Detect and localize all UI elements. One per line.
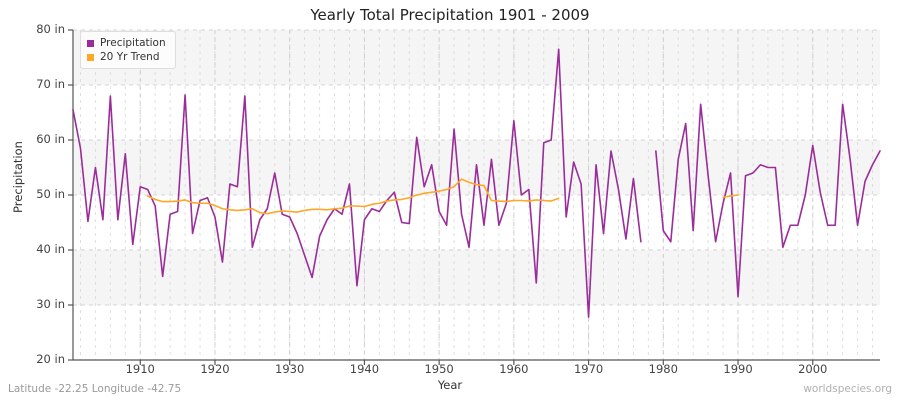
legend-swatch-precipitation — [87, 39, 94, 47]
y-tick-label: 20 in — [36, 352, 65, 366]
legend-label-precipitation: Precipitation — [100, 37, 166, 49]
y-tick-label: 60 in — [36, 132, 65, 146]
coordinates-caption: Latitude -22.25 Longitude -42.75 — [8, 383, 182, 395]
x-tick-label: 1940 — [349, 362, 380, 376]
x-tick-label: 1920 — [200, 362, 230, 376]
chart-legend: Precipitation 20 Yr Trend — [80, 31, 176, 69]
legend-item-precipitation[interactable]: Precipitation — [87, 36, 166, 50]
y-tick-label: 50 in — [36, 187, 65, 201]
legend-swatch-trend — [87, 53, 94, 61]
y-axis-title: Precipitation — [11, 141, 25, 213]
y-tick-label: 70 in — [36, 77, 65, 91]
x-tick-label: 1930 — [275, 362, 305, 376]
chart-title: Yearly Total Precipitation 1901 - 2009 — [310, 6, 590, 24]
legend-item-trend[interactable]: 20 Yr Trend — [87, 50, 166, 64]
source-watermark: worldspecies.org — [803, 383, 892, 395]
legend-label-trend: 20 Yr Trend — [100, 51, 160, 63]
y-tick-label: 30 in — [36, 297, 65, 311]
y-tick-label: 40 in — [36, 242, 65, 256]
x-tick-label: 1980 — [648, 362, 678, 376]
x-tick-label: 1910 — [125, 362, 155, 376]
x-tick-label: 1960 — [499, 362, 529, 376]
y-tick-label: 80 in — [36, 22, 65, 36]
x-axis-title: Year — [437, 378, 463, 392]
x-tick-label: 1970 — [573, 362, 604, 376]
x-tick-label: 2000 — [798, 362, 828, 376]
x-tick-label: 1990 — [723, 362, 753, 376]
x-tick-label: 1950 — [424, 362, 454, 376]
